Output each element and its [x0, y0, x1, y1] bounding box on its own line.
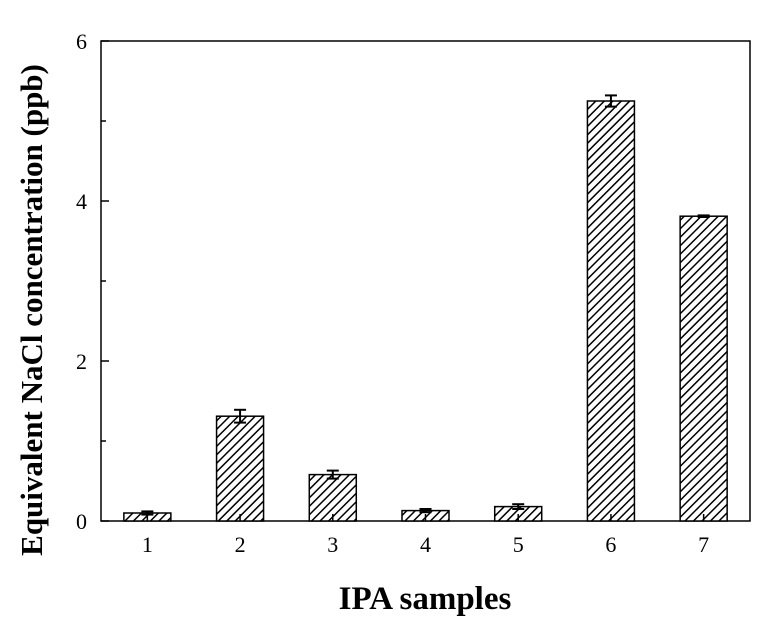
error-bar-6: [604, 94, 617, 108]
y-tick-label-6: 6: [76, 29, 87, 54]
y-tick-label-4: 4: [76, 189, 87, 214]
y-axis: 0 2 4 6: [76, 29, 109, 534]
error-bar-3: [326, 469, 339, 480]
y-tick-label-2: 2: [76, 349, 87, 374]
plot-frame: [100, 40, 751, 522]
x-tick-label-1: 1: [142, 532, 153, 557]
y-axis-title: Equivalent NaCl concentration (ppb): [14, 64, 49, 556]
error-bar-5: [512, 503, 525, 510]
y-tick-label-0: 0: [76, 509, 87, 534]
bar-7: [679, 215, 728, 522]
bars-group: [123, 100, 728, 522]
bar-6: [586, 100, 636, 522]
x-tick-label-7: 7: [698, 532, 709, 557]
x-axis: 1 2 3 4 5 6 7: [142, 514, 709, 557]
error-bar-7: [697, 214, 710, 218]
x-tick-label-5: 5: [513, 532, 524, 557]
x-tick-label-6: 6: [605, 532, 616, 557]
error-bar-4: [419, 508, 432, 514]
x-tick-label-4: 4: [420, 532, 431, 557]
x-tick-label-3: 3: [327, 532, 338, 557]
bar-2: [215, 415, 265, 522]
x-axis-title: IPA samples: [339, 581, 512, 617]
error-bar-2: [234, 408, 247, 424]
x-tick-label-2: 2: [235, 532, 246, 557]
error-bars-group: [141, 94, 710, 516]
